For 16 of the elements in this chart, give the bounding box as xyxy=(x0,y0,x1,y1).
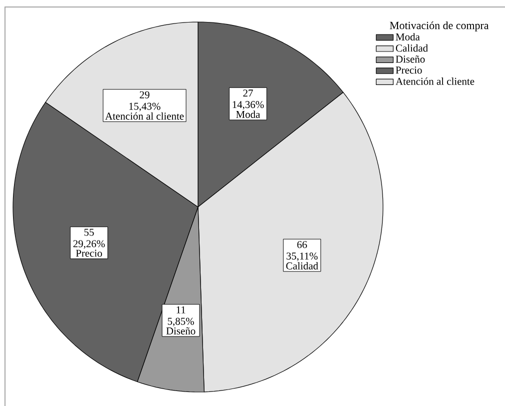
data-label: 11 5,85% xyxy=(168,306,194,326)
legend-label: Diseño xyxy=(396,56,425,63)
slice-label: Precio xyxy=(76,250,102,257)
slice-label: Atención al cliente xyxy=(105,112,184,120)
legend-label: Atención al cliente xyxy=(396,77,474,85)
slice-label: Diseño xyxy=(166,327,196,334)
legend-title: Motivación de compra xyxy=(390,21,489,32)
legend-label: Moda xyxy=(396,33,420,40)
data-label: 27 14,36% xyxy=(232,90,264,110)
slice-label: Moda xyxy=(236,110,260,118)
legend-label: Calidad xyxy=(396,44,428,52)
data-label: 55 29,26% xyxy=(73,228,105,249)
data-label: 66 35,11% xyxy=(286,241,318,262)
legend-label: Precio xyxy=(396,66,422,74)
data-label: 29 15,43% xyxy=(129,91,160,112)
slice-label: Calidad xyxy=(286,262,318,270)
